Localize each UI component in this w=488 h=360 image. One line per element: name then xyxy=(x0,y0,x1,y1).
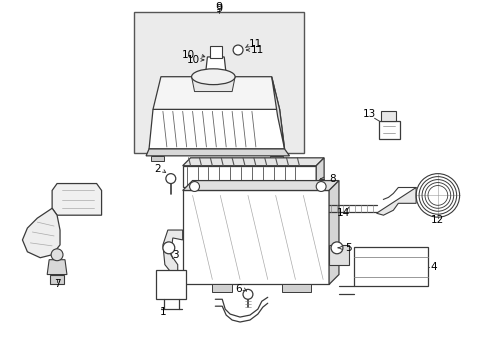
Circle shape xyxy=(330,242,342,254)
Polygon shape xyxy=(328,245,348,265)
Text: 2: 2 xyxy=(154,164,161,174)
Text: 11: 11 xyxy=(251,45,264,55)
Ellipse shape xyxy=(191,69,235,85)
Text: 3: 3 xyxy=(172,250,179,260)
Polygon shape xyxy=(381,111,395,121)
Polygon shape xyxy=(149,109,284,149)
Text: 5: 5 xyxy=(345,243,351,253)
Polygon shape xyxy=(191,77,235,91)
Circle shape xyxy=(165,174,175,184)
Bar xyxy=(134,13,304,153)
Polygon shape xyxy=(316,158,324,188)
Text: 4: 4 xyxy=(430,262,436,272)
Circle shape xyxy=(233,45,243,55)
Polygon shape xyxy=(163,230,183,284)
Polygon shape xyxy=(153,77,279,109)
Text: 1: 1 xyxy=(159,307,166,317)
Polygon shape xyxy=(271,77,284,149)
Circle shape xyxy=(243,289,252,299)
Text: 6: 6 xyxy=(234,284,241,294)
Text: 9: 9 xyxy=(215,3,223,13)
Text: 10: 10 xyxy=(186,55,200,65)
Polygon shape xyxy=(47,260,67,275)
Polygon shape xyxy=(183,181,338,190)
Polygon shape xyxy=(50,275,64,284)
Circle shape xyxy=(51,249,63,261)
Polygon shape xyxy=(269,156,282,161)
Polygon shape xyxy=(210,46,222,58)
Text: 7: 7 xyxy=(54,279,60,289)
Text: 12: 12 xyxy=(430,215,444,225)
Polygon shape xyxy=(183,190,328,284)
Polygon shape xyxy=(205,57,226,75)
Circle shape xyxy=(189,181,199,192)
Polygon shape xyxy=(376,188,415,215)
Text: 13: 13 xyxy=(362,109,375,119)
Text: 10: 10 xyxy=(182,50,195,60)
Polygon shape xyxy=(183,166,316,188)
Polygon shape xyxy=(378,121,400,139)
Text: 9: 9 xyxy=(215,4,223,14)
Text: 14: 14 xyxy=(337,208,350,218)
Polygon shape xyxy=(22,208,60,258)
Polygon shape xyxy=(146,149,289,156)
Polygon shape xyxy=(328,181,338,284)
Polygon shape xyxy=(281,284,311,292)
Circle shape xyxy=(163,242,174,254)
Polygon shape xyxy=(52,184,102,215)
Polygon shape xyxy=(151,156,163,161)
Text: 11: 11 xyxy=(249,39,262,49)
Text: 8: 8 xyxy=(329,174,336,184)
Circle shape xyxy=(316,181,325,192)
Bar xyxy=(156,270,185,299)
Bar xyxy=(353,247,427,287)
Polygon shape xyxy=(183,158,324,166)
Polygon shape xyxy=(212,284,232,292)
